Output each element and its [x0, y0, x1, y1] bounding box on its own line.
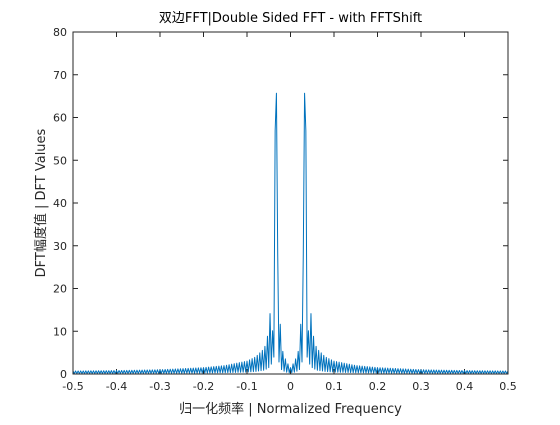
x-tick-label: 0.3 — [412, 380, 430, 393]
x-tick-label: 0.5 — [499, 380, 517, 393]
y-tick-label: 10 — [53, 325, 67, 338]
plot-area — [73, 32, 508, 374]
series-group — [72, 92, 509, 375]
y-tick-label: 50 — [53, 154, 67, 167]
x-tick-label: 0.2 — [369, 380, 387, 393]
y-tick-label: 20 — [53, 283, 67, 296]
y-tick-label: 70 — [53, 69, 67, 82]
y-tick-label: 60 — [53, 112, 67, 125]
plot-frame — [72, 31, 509, 375]
y-tick-label: 30 — [53, 240, 67, 253]
x-tick-label: 0 — [287, 380, 294, 393]
x-tick-label: -0.1 — [236, 380, 257, 393]
x-tick-label: 0.4 — [456, 380, 474, 393]
y-tick-label: 80 — [53, 26, 67, 39]
x-axis-label: 归一化频率 | Normalized Frequency — [179, 401, 402, 417]
x-tick-label: -0.4 — [106, 380, 127, 393]
x-tick-label: -0.2 — [193, 380, 214, 393]
dft-series-line — [72, 92, 509, 375]
chart-title: 双边FFT|Double Sided FFT - with FFTShift — [159, 11, 422, 26]
y-axis-label: DFT幅度值 | DFT Values — [33, 128, 49, 277]
x-tick-label: 0.1 — [325, 380, 343, 393]
y-tick-label: 40 — [53, 197, 67, 210]
x-tick-label: -0.3 — [149, 380, 170, 393]
y-tick-label: 0 — [60, 368, 67, 381]
x-tick-label: -0.5 — [62, 380, 83, 393]
axis-ticks: -0.5 -0.4 -0.3 -0.2 -0.1 0 0.1 0.2 0.3 0.4 0.5 0 10 2… — [53, 26, 517, 393]
